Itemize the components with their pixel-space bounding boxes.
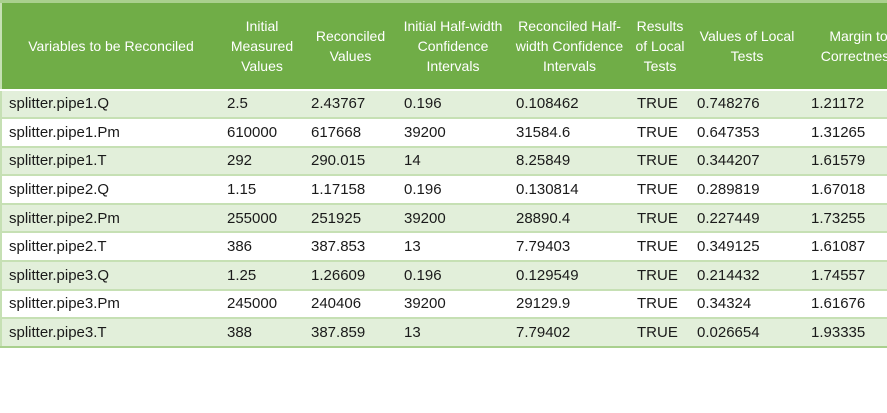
cell-local_test_result: TRUE xyxy=(637,324,678,342)
cell-reconciled: 1.17158 xyxy=(311,181,366,199)
cell-local_test_value: 0.227449 xyxy=(697,209,760,227)
cell-reconciled_halfwidth: 8.25849 xyxy=(516,152,571,170)
table-row: splitter.pipe1.Pm 610000 617668 39200 31584.… xyxy=(1,118,887,147)
cell-reconciled: 251925 xyxy=(311,209,362,227)
cell-margin_correctness: 1.73255 xyxy=(811,209,866,227)
cell-local_test_result: TRUE xyxy=(637,152,678,170)
table-row: splitter.pipe1.Q 2.5 2.43767 0.196 0.108462 T… xyxy=(1,89,887,119)
column-header-reconciled: Reconciled Values xyxy=(304,1,397,91)
column-header-variable: Variables to be Reconciled xyxy=(1,1,220,91)
column-header-initial-measured: Initial Measured Values xyxy=(220,1,304,91)
cell-initial_measured: 610000 xyxy=(227,123,278,141)
cell-local_test_result: TRUE xyxy=(637,238,678,256)
cell-reconciled_halfwidth: 7.79403 xyxy=(516,238,571,256)
cell-initial_halfwidth: 0.196 xyxy=(404,266,442,284)
cell-initial_measured: 1.15 xyxy=(227,181,257,199)
column-header-initial-halfwidth: Initial Half-width Confidence Intervals xyxy=(397,1,509,91)
cell-local_test_result: TRUE xyxy=(637,123,678,141)
cell-local_test_value: 0.748276 xyxy=(697,95,760,113)
table-row: splitter.pipe2.Q 1.15 1.17158 0.196 0.130814… xyxy=(1,175,887,204)
cell-reconciled: 617668 xyxy=(311,123,362,141)
cell-variable: splitter.pipe1.T xyxy=(9,152,107,170)
cell-initial_halfwidth: 39200 xyxy=(404,295,446,313)
cell-margin_correctness: 1.31265 xyxy=(811,123,866,141)
cell-reconciled_halfwidth: 0.130814 xyxy=(516,181,579,199)
cell-variable: splitter.pipe2.Pm xyxy=(9,209,120,227)
table-row: splitter.pipe3.Pm 245000 240406 39200 29129.… xyxy=(1,289,887,319)
cell-variable: splitter.pipe3.Q xyxy=(9,266,110,284)
cell-initial_halfwidth: 0.196 xyxy=(404,181,442,199)
cell-local_test_result: TRUE xyxy=(637,295,678,313)
cell-initial_measured: 245000 xyxy=(227,295,278,313)
cell-initial_halfwidth: 0.196 xyxy=(404,95,442,113)
cell-reconciled: 1.26609 xyxy=(311,266,366,284)
cell-local_test_value: 0.34324 xyxy=(697,295,752,313)
cell-local_test_value: 0.214432 xyxy=(697,266,760,284)
cell-reconciled: 2.43767 xyxy=(311,95,366,113)
cell-initial_measured: 2.5 xyxy=(227,95,248,113)
cell-local_test_result: TRUE xyxy=(637,181,678,199)
cell-reconciled_halfwidth: 0.129549 xyxy=(516,266,579,284)
cell-reconciled_halfwidth: 28890.4 xyxy=(516,209,571,227)
table-row: splitter.pipe3.Q 1.25 1.26609 0.196 0.129549… xyxy=(1,261,887,290)
cell-initial_measured: 255000 xyxy=(227,209,278,227)
cell-local_test_value: 0.344207 xyxy=(697,152,760,170)
table-row: splitter.pipe1.T 292 290.015 14 8.25849 TRUE 0… xyxy=(1,146,887,176)
cell-local_test_result: TRUE xyxy=(637,266,678,284)
header-row: Variables to be Reconciled Initial Measu… xyxy=(1,1,887,91)
cell-local_test_value: 0.289819 xyxy=(697,181,760,199)
cell-local_test_result: TRUE xyxy=(637,209,678,227)
cell-reconciled: 387.859 xyxy=(311,324,366,342)
cell-reconciled_halfwidth: 7.79402 xyxy=(516,324,571,342)
cell-initial_halfwidth: 14 xyxy=(404,152,421,170)
cell-initial_halfwidth: 39200 xyxy=(404,209,446,227)
cell-initial_halfwidth: 13 xyxy=(404,324,421,342)
column-header-margin-correctness: Margin to Correctness xyxy=(804,1,887,91)
cell-local_test_value: 0.349125 xyxy=(697,238,760,256)
cell-variable: splitter.pipe1.Pm xyxy=(9,123,120,141)
cell-initial_measured: 1.25 xyxy=(227,266,257,284)
cell-reconciled_halfwidth: 0.108462 xyxy=(516,95,579,113)
reconciliation-table: Variables to be Reconciled Initial Measu… xyxy=(0,0,887,348)
table-body: splitter.pipe1.Q 2.5 2.43767 0.196 0.108462 T… xyxy=(1,89,887,347)
cell-margin_correctness: 1.93335 xyxy=(811,324,866,342)
table-header: Variables to be Reconciled Initial Measu… xyxy=(1,1,887,91)
cell-reconciled: 290.015 xyxy=(311,152,366,170)
cell-local_test_value: 0.026654 xyxy=(697,324,760,342)
cell-initial_measured: 388 xyxy=(227,324,253,342)
cell-variable: splitter.pipe3.T xyxy=(9,324,107,342)
cell-initial_measured: 292 xyxy=(227,152,253,170)
cell-reconciled_halfwidth: 31584.6 xyxy=(516,123,571,141)
cell-variable: splitter.pipe1.Q xyxy=(9,95,110,113)
cell-reconciled: 240406 xyxy=(311,295,362,313)
cell-local_test_value: 0.647353 xyxy=(697,123,760,141)
cell-margin_correctness: 1.61676 xyxy=(811,295,866,313)
cell-margin_correctness: 1.61579 xyxy=(811,152,866,170)
cell-initial_halfwidth: 39200 xyxy=(404,123,446,141)
cell-margin_correctness: 1.61087 xyxy=(811,238,866,256)
cell-initial_measured: 386 xyxy=(227,238,253,256)
table-row: splitter.pipe3.T 388 387.859 13 7.79402 TRUE 0… xyxy=(1,318,887,347)
cell-variable: splitter.pipe3.Pm xyxy=(9,295,120,313)
cell-margin_correctness: 1.21172 xyxy=(811,95,865,113)
column-header-local-test-value: Values of Local Tests xyxy=(690,1,804,91)
cell-variable: splitter.pipe2.Q xyxy=(9,181,110,199)
cell-margin_correctness: 1.67018 xyxy=(811,181,866,199)
cell-local_test_result: TRUE xyxy=(637,95,678,113)
table-row: splitter.pipe2.T 386 387.853 13 7.79403 TRUE 0… xyxy=(1,232,887,262)
cell-initial_halfwidth: 13 xyxy=(404,238,421,256)
table-row: splitter.pipe2.Pm 255000 251925 39200 28890.… xyxy=(1,203,887,233)
cell-reconciled: 387.853 xyxy=(311,238,366,256)
cell-margin_correctness: 1.74557 xyxy=(811,266,866,284)
column-header-local-test-result: Results of Local Tests xyxy=(630,1,690,91)
column-header-reconciled-halfwidth: Reconciled Half-width Confidence Interva… xyxy=(509,1,630,91)
cell-variable: splitter.pipe2.T xyxy=(9,238,107,256)
cell-reconciled_halfwidth: 29129.9 xyxy=(516,295,571,313)
